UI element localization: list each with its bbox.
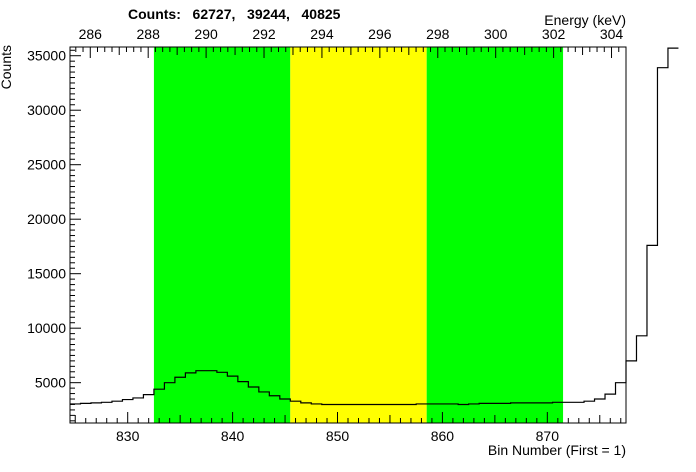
energy-tick-label: 304 <box>600 26 624 42</box>
energy-tick-label: 290 <box>194 26 218 42</box>
y-tick-label: 35000 <box>27 48 66 64</box>
y-tick-label: 15000 <box>27 266 66 282</box>
energy-axis-title: Energy (keV) <box>544 12 626 28</box>
y-tick-label: 30000 <box>27 102 66 118</box>
x-tick-label: 860 <box>431 428 455 444</box>
energy-tick-label: 296 <box>368 26 392 42</box>
energy-tick-label: 288 <box>137 26 161 42</box>
energy-tick-label: 298 <box>426 26 450 42</box>
highlight-regions <box>153 47 564 423</box>
y-tick-label: 10000 <box>27 320 66 336</box>
region-3 <box>426 47 564 423</box>
energy-tick-label: 302 <box>542 26 566 42</box>
x-tick-label: 870 <box>536 428 560 444</box>
y-tick-label: 25000 <box>27 157 66 173</box>
energy-tick-label: 300 <box>484 26 508 42</box>
x-axis-title: Bin Number (First = 1) <box>488 442 626 458</box>
energy-tick-label: 294 <box>310 26 334 42</box>
counts-label: Counts: 62727, 39244, 40825 <box>128 6 341 22</box>
energy-tick-label: 286 <box>79 26 103 42</box>
x-tick-label: 840 <box>221 428 245 444</box>
y-axis-title: Counts <box>0 45 14 89</box>
energy-axis: 286 288 290 292 294 296 298 300 302 304 <box>75 26 627 58</box>
y-tick-label: 5000 <box>35 375 66 391</box>
region-2 <box>290 47 427 423</box>
x-axis: 830 840 850 860 870 <box>74 412 622 444</box>
energy-tick-label: 292 <box>252 26 276 42</box>
y-tick-label: 20000 <box>27 211 66 227</box>
x-tick-label: 850 <box>326 428 350 444</box>
y-axis: 5000 10000 15000 20000 25000 30000 35000 <box>27 48 81 422</box>
x-tick-label: 830 <box>116 428 140 444</box>
region-1 <box>153 47 291 423</box>
histogram-line <box>70 47 679 406</box>
